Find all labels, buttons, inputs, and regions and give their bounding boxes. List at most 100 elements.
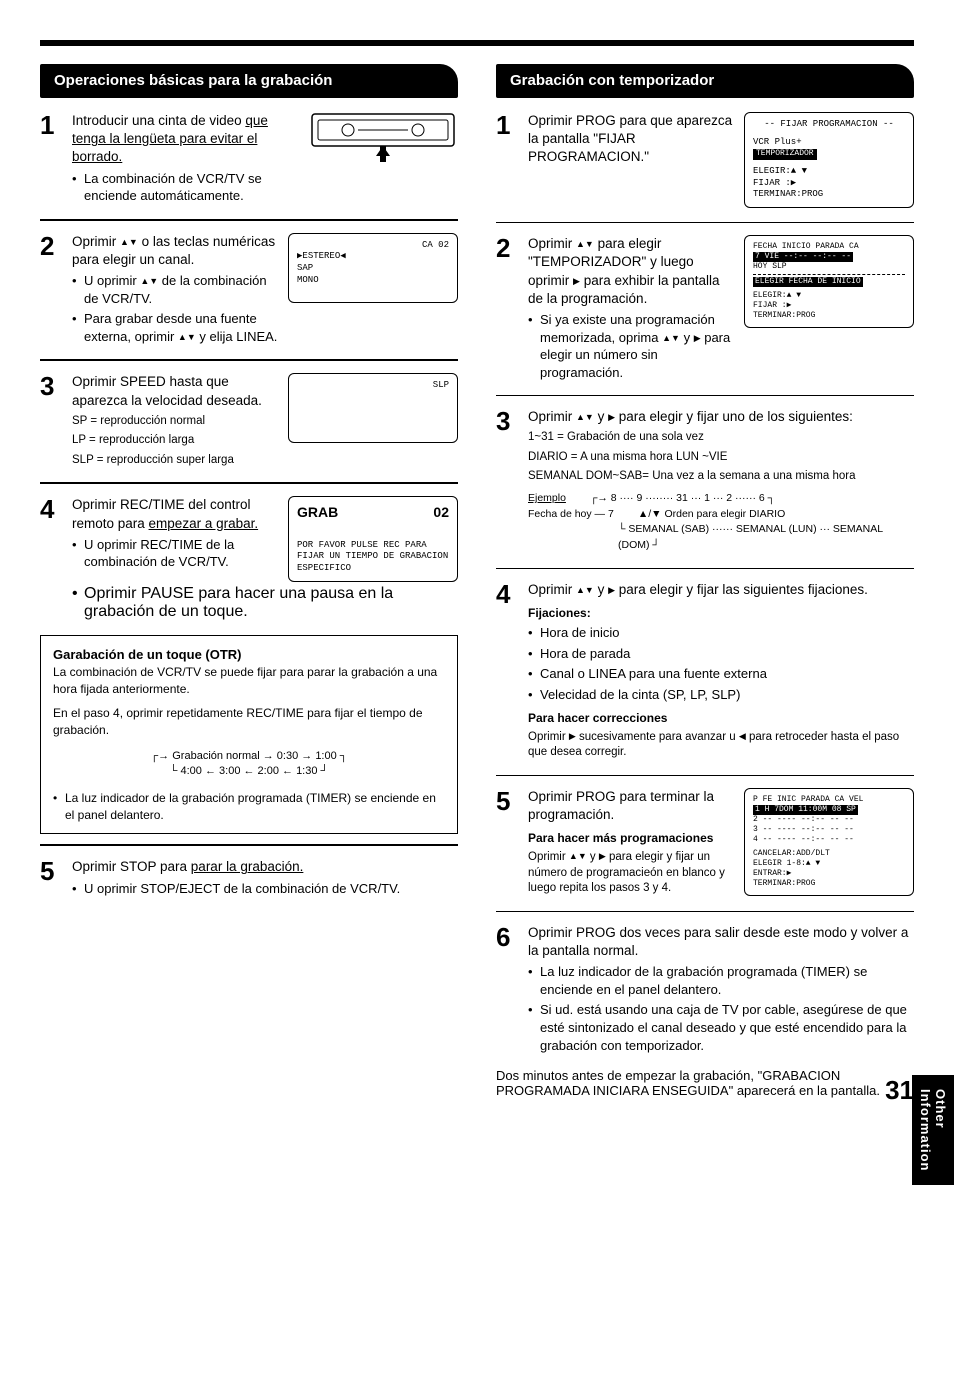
display-text: 02 bbox=[433, 503, 449, 521]
otr-text: La combinación de VCR/TV se puede fijar … bbox=[53, 664, 445, 698]
step-number: 2 bbox=[40, 233, 62, 259]
right-step-5: 5 Oprimir PROG para terminar la programa… bbox=[496, 788, 914, 897]
diagram-text: 7 bbox=[608, 508, 614, 520]
display-text: HOY SLP bbox=[753, 262, 905, 272]
display-text: CANCELAR:ADD/DLT bbox=[753, 849, 905, 859]
display-text: ELEGIR FECHA DE INICIO bbox=[753, 277, 863, 287]
divider bbox=[496, 222, 914, 223]
diagram-text: 4:00 ← 3:00 ← 2:00 ← 1:30 bbox=[181, 765, 318, 777]
otr-note: La luz indicador de la grabación program… bbox=[65, 790, 445, 824]
step-sub: La luz indicador de la grabación program… bbox=[540, 963, 914, 998]
screen-display: -- FIJAR PROGRAMACION -- VCR Plus+ TEMPO… bbox=[744, 112, 914, 208]
display-text: FIJAR :▶ bbox=[753, 301, 905, 311]
step-sub: Oprimir bbox=[528, 731, 569, 743]
display-text: SAP bbox=[297, 263, 449, 275]
step-sub: Oprimir bbox=[528, 851, 569, 863]
display-text: ELEGIR:▲ ▼ bbox=[753, 291, 905, 301]
otr-box: Garabación de un toque (OTR) La combinac… bbox=[40, 635, 458, 835]
step-number: 4 bbox=[496, 581, 518, 607]
right-step-3: 3 Oprimir y para elegir y fijar uno de l… bbox=[496, 408, 914, 554]
step-sub: Si ud. está usando una caja de TV por ca… bbox=[540, 1001, 914, 1054]
divider bbox=[496, 911, 914, 912]
diagram-label: Ejemplo bbox=[528, 491, 566, 507]
display-text: MONO bbox=[297, 275, 449, 287]
screen-display: P FE INIC PARADA CA VEL 1 H 7DOM 11:00M … bbox=[744, 788, 914, 896]
cassette-icon bbox=[308, 112, 458, 166]
step-number: 1 bbox=[40, 112, 62, 138]
display-text: 1 H 7DOM 11:00M 08 SP bbox=[753, 805, 858, 815]
screen-display: FECHA INICIO PARADA CA 7 VIE --:-- --:--… bbox=[744, 235, 914, 328]
step-number: 3 bbox=[40, 373, 62, 399]
step-text: Oprimir STOP para bbox=[72, 859, 191, 874]
display-text: SLP bbox=[433, 380, 449, 392]
left-step-4: 4 Oprimir REC/TIME del control remoto pa… bbox=[40, 496, 458, 620]
screen-display: SLP bbox=[288, 373, 458, 443]
divider bbox=[40, 359, 458, 361]
subsection-title: Para hacer más programaciones bbox=[528, 830, 734, 846]
two-column-layout: Operaciones básicas para la grabación 1 … bbox=[40, 64, 914, 1098]
display-text: TERMINAR:PROG bbox=[753, 311, 905, 321]
right-step-2: 2 Oprimir para elegir "TEMPORIZADOR" y l… bbox=[496, 235, 914, 381]
step-number: 5 bbox=[496, 788, 518, 814]
divider bbox=[40, 219, 458, 221]
right-step-4: 4 Oprimir y para elegir y fijar las sigu… bbox=[496, 581, 914, 761]
step-number: 4 bbox=[40, 496, 62, 522]
step-sub: SEMANAL DOM~SAB= Una vez a la semana a u… bbox=[528, 469, 914, 485]
display-text: -- FIJAR PROGRAMACION -- bbox=[753, 119, 905, 131]
step-sub: y elija LINEA. bbox=[196, 329, 278, 344]
otr-text: En el paso 4, oprimir repetidamente REC/… bbox=[53, 705, 445, 739]
otr-title: Garabación de un toque (OTR) bbox=[53, 646, 445, 664]
divider bbox=[496, 395, 914, 396]
display-text: P FE INIC PARADA CA VEL bbox=[753, 795, 905, 805]
step-number: 5 bbox=[40, 858, 62, 884]
step-sub: sucesivamente para avanzar u bbox=[576, 731, 739, 743]
diagram-text: 8 ···· 9 ········ 31 ··· 1 ··· 2 ······ … bbox=[611, 492, 765, 504]
screen-display: CA 02 ▶ESTEREO◀ SAP MONO bbox=[288, 233, 458, 303]
display-text: CA 02 bbox=[422, 240, 449, 252]
step-sub: U oprimir REC/TIME de la combinación de … bbox=[84, 536, 278, 571]
right-step-6: 6 Oprimir PROG dos veces para salir desd… bbox=[496, 924, 914, 1054]
display-text: VCR Plus+ bbox=[753, 137, 905, 149]
step-sub: U oprimir STOP/EJECT de la combinación d… bbox=[84, 880, 400, 898]
step-sub: U oprimir bbox=[84, 273, 140, 288]
display-text: POR FAVOR PULSE REC PARA FIJAR UN TIEMPO… bbox=[297, 540, 449, 575]
display-text: FIJAR :▶ bbox=[753, 178, 905, 190]
subsection-title: Fijaciones: bbox=[528, 605, 914, 621]
step-text: Oprimir bbox=[72, 234, 120, 249]
left-step-3: 3 Oprimir SPEED hasta que aparezca la ve… bbox=[40, 373, 458, 468]
left-step-2: 2 Oprimir o las teclas numéricas para el… bbox=[40, 233, 458, 346]
left-section-header: Operaciones básicas para la grabación bbox=[40, 64, 458, 98]
list-item: Canal o LINEA para una fuente externa bbox=[540, 665, 767, 683]
display-text: 3 -- ---- --:-- -- -- bbox=[753, 825, 905, 835]
display-text: ELEGIR 1-8:▲ ▼ bbox=[753, 859, 905, 869]
step-number: 3 bbox=[496, 408, 518, 434]
diagram-text: SEMANAL (SAB) ······ SEMANAL (LUN) ··· S… bbox=[618, 523, 883, 551]
step-text: Oprimir SPEED hasta que aparezca la velo… bbox=[72, 373, 278, 409]
step-sub: y bbox=[587, 851, 599, 863]
diagram-text: ▲/▼ Orden para elegir DIARIO bbox=[638, 507, 785, 523]
step-number: 2 bbox=[496, 235, 518, 261]
display-text: FECHA INICIO PARADA CA bbox=[753, 242, 905, 252]
divider bbox=[40, 482, 458, 484]
step-sub: y bbox=[680, 330, 694, 345]
step-text: Oprimir bbox=[528, 409, 576, 424]
left-column: Operaciones básicas para la grabación 1 … bbox=[40, 64, 458, 1098]
display-text: 2 -- ---- --:-- -- -- bbox=[753, 815, 905, 825]
display-text: TERMINAR:PROG bbox=[753, 189, 905, 201]
right-step-1: 1 Oprimir PROG para que aparezca la pant… bbox=[496, 112, 914, 208]
display-text: TEMPORIZADOR bbox=[753, 149, 817, 159]
step-text: Oprimir bbox=[528, 236, 576, 251]
footer-note: Dos minutos antes de empezar la grabació… bbox=[496, 1068, 914, 1098]
step-sub: 1~31 = Grabación de una sola vez bbox=[528, 430, 914, 446]
step-sub: SLP = reproducción super larga bbox=[72, 453, 278, 469]
display-text: ▶ESTEREO◀ bbox=[297, 251, 449, 263]
display-text: ENTRAR:▶ bbox=[753, 869, 905, 879]
list-item: Velecidad de la cinta (SP, LP, SLP) bbox=[540, 686, 740, 704]
step-text: para elegir y fijar las siguientes fijac… bbox=[615, 582, 868, 597]
side-tab: Other Information bbox=[912, 1075, 954, 1185]
otr-diagram: ┌→ Grabación normal → 0:30 → 1:00 ┐ └ 4:… bbox=[53, 749, 445, 780]
left-step-5: 5 Oprimir STOP para parar la grabación. … bbox=[40, 858, 458, 897]
display-text: 7 VIE --:-- --:-- -- bbox=[753, 252, 853, 262]
display-text: TERMINAR:PROG bbox=[753, 879, 905, 889]
divider bbox=[496, 568, 914, 569]
